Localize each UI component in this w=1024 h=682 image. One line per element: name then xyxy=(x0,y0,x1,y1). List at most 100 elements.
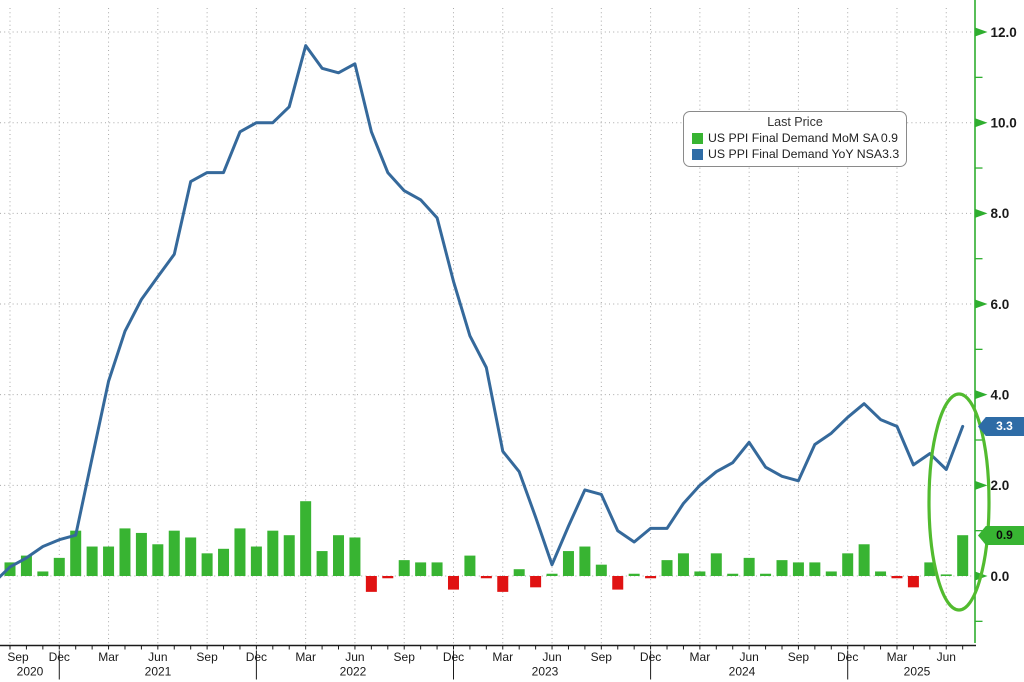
mom-bar xyxy=(250,546,262,576)
mom-bar xyxy=(825,571,837,576)
mom-bar xyxy=(464,555,476,576)
x-tick-label: Sep xyxy=(591,650,613,664)
mom-bar xyxy=(727,573,739,576)
mom-bar xyxy=(776,560,788,576)
mom-last-price-chip: 0.9 xyxy=(978,526,1024,545)
highlight-ellipse xyxy=(927,392,991,612)
mom-bar xyxy=(677,553,689,576)
right-y-axis: 0.0 2.0 4.0 6.0 8.0 10.0 12.0 xyxy=(974,0,1017,643)
legend-item-value: 0.9 xyxy=(880,131,898,145)
mom-bar xyxy=(53,557,65,576)
mom-bar xyxy=(940,574,952,576)
x-tick-label: Mar xyxy=(690,650,711,664)
mom-bar xyxy=(957,535,969,576)
mom-bar xyxy=(809,562,821,576)
y-tick-label: 0.0 xyxy=(991,569,1010,584)
legend-item-label: US PPI Final Demand YoY NSA xyxy=(708,147,883,161)
mom-bar xyxy=(398,560,410,576)
yoy-line xyxy=(0,44,965,579)
mom-bar xyxy=(513,569,525,576)
mom-bar xyxy=(300,501,312,576)
mom-bar xyxy=(316,551,328,576)
mom-bar xyxy=(152,544,164,576)
mom-bar xyxy=(645,576,657,579)
mom-bar xyxy=(480,576,492,579)
x-tick-label: Mar xyxy=(492,650,513,664)
mom-bar xyxy=(907,576,919,588)
mom-bar xyxy=(595,564,607,576)
x-tick-label: Mar xyxy=(295,650,316,664)
x-tick-label: Sep xyxy=(394,650,416,664)
mom-bar xyxy=(579,546,591,576)
mom-bar xyxy=(103,546,115,576)
y-tick-label: 4.0 xyxy=(991,387,1010,402)
x-tick-label: Sep xyxy=(196,650,218,664)
x-year-label: 2022 xyxy=(340,665,367,679)
mom-bar xyxy=(792,562,804,576)
y-tick-label: 10.0 xyxy=(991,116,1017,131)
mom-bar xyxy=(530,576,542,588)
mom-bar xyxy=(349,537,361,576)
mom-bars xyxy=(4,501,969,592)
x-year-label: 2025 xyxy=(904,665,931,679)
mom-bar xyxy=(168,530,180,576)
x-year-label: 2024 xyxy=(729,665,756,679)
x-tick-label: Mar xyxy=(98,650,119,664)
mom-bar xyxy=(710,553,722,576)
legend-item-mom: US PPI Final Demand MoM SA 0.9 xyxy=(692,130,898,146)
x-tick-label: Sep xyxy=(788,650,810,664)
mom-bar xyxy=(415,562,427,576)
y-tick-label: 12.0 xyxy=(991,25,1017,40)
legend: Last Price US PPI Final Demand MoM SA 0.… xyxy=(683,111,907,167)
legend-item-label: US PPI Final Demand MoM SA xyxy=(708,131,879,145)
x-year-label: 2023 xyxy=(532,665,559,679)
yoy-line-path xyxy=(0,44,965,579)
yoy-series-swatch-icon xyxy=(692,148,703,160)
legend-item-yoy: US PPI Final Demand YoY NSA 3.3 xyxy=(692,146,900,162)
y-tick-label: 6.0 xyxy=(991,297,1010,312)
legend-title: Last Price xyxy=(767,115,823,129)
mom-bar xyxy=(858,544,870,576)
mom-bar xyxy=(185,537,197,576)
mom-bar xyxy=(135,532,147,576)
mom-bar xyxy=(267,530,279,576)
y-tick-arrow-icon xyxy=(975,390,988,400)
y-tick-label: 2.0 xyxy=(991,478,1010,493)
x-tick-label: Jun xyxy=(345,650,364,664)
mom-bar xyxy=(891,576,903,579)
mom-bar xyxy=(447,576,459,590)
mom-bar xyxy=(760,573,772,576)
mom-bar xyxy=(218,548,230,576)
x-tick-label: Jun xyxy=(937,650,956,664)
mom-bar xyxy=(20,555,32,576)
mom-bar xyxy=(924,562,936,576)
mom-bar xyxy=(119,528,131,576)
mom-bar xyxy=(743,557,755,576)
mom-bar xyxy=(694,571,706,576)
x-tick-label: Sep xyxy=(7,650,29,664)
y-tick-arrow-icon xyxy=(975,208,988,218)
x-year-label: 2021 xyxy=(145,665,172,679)
yoy-last-price-chip: 3.3 xyxy=(978,417,1024,436)
y-tick-arrow-icon xyxy=(975,27,988,37)
x-tick-label: Jun xyxy=(148,650,167,664)
mom-bar xyxy=(497,576,509,592)
mom-bar xyxy=(628,573,640,576)
x-tick-label: Mar xyxy=(887,650,908,664)
mom-bar xyxy=(283,535,295,576)
x-tick-label: Jun xyxy=(542,650,561,664)
mom-bar xyxy=(612,576,624,590)
mom-bar xyxy=(4,562,16,576)
annotation-ellipse xyxy=(927,392,991,612)
x-tick-label: Jun xyxy=(739,650,758,664)
mom-bar xyxy=(875,571,887,576)
y-tick-arrow-icon xyxy=(975,299,988,309)
mom-bar xyxy=(661,560,673,576)
mom-bar xyxy=(842,553,854,576)
legend-item-value: 3.3 xyxy=(882,147,900,161)
mom-bar xyxy=(562,551,574,576)
x-year-label: 2020 xyxy=(17,665,44,679)
mom-bar xyxy=(86,546,98,576)
